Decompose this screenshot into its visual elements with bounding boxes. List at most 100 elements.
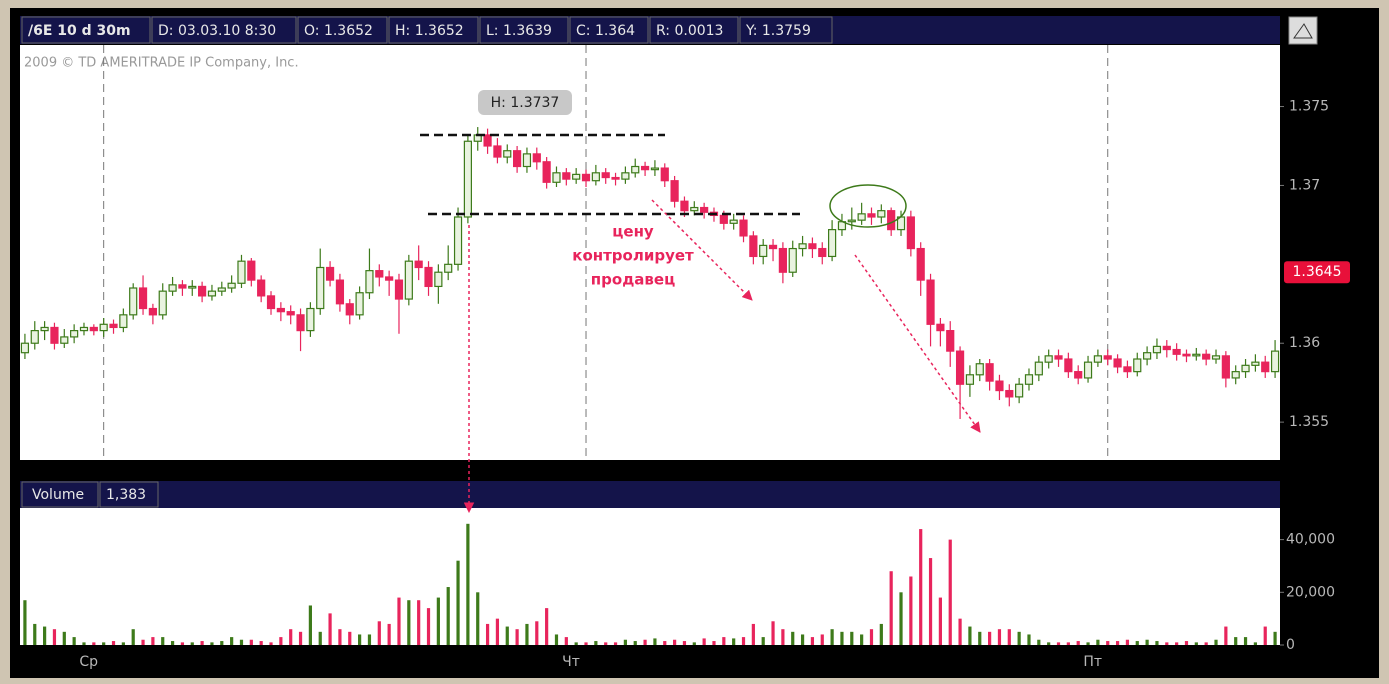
candle-body xyxy=(631,165,640,174)
volume-bar xyxy=(1263,626,1267,645)
candle-body xyxy=(965,374,975,385)
volume-bar xyxy=(751,623,755,645)
volume-bar xyxy=(771,621,775,645)
volume-bar xyxy=(417,600,421,645)
candle-body xyxy=(394,279,404,300)
candle-body xyxy=(257,279,266,297)
volume-bar xyxy=(210,642,214,645)
candle-body xyxy=(138,287,148,310)
volume-bar xyxy=(919,529,923,645)
annotation: цену xyxy=(612,223,654,241)
x-tick-label: Чт xyxy=(562,654,580,670)
volume-bar xyxy=(358,634,362,645)
volume-bar xyxy=(111,641,116,645)
candle-body xyxy=(1005,389,1014,398)
candle-body xyxy=(1182,353,1191,357)
volume-bar xyxy=(131,629,135,645)
candle-body xyxy=(1044,355,1053,363)
volume-last: 1,383 xyxy=(106,487,146,503)
price-marker xyxy=(1284,261,1350,284)
candle-body xyxy=(552,172,561,183)
candle-body xyxy=(798,243,807,250)
header-cell xyxy=(21,16,151,44)
candle-body xyxy=(1143,352,1152,360)
candle-body xyxy=(217,287,226,292)
candle-body xyxy=(70,330,79,338)
volume-bar xyxy=(702,638,706,645)
candle-body xyxy=(60,336,69,344)
x-tick-label: Ср xyxy=(79,654,98,670)
settings-icon[interactable] xyxy=(1288,16,1318,45)
candle-body xyxy=(483,134,492,147)
candle-body xyxy=(916,247,925,281)
volume-bar xyxy=(1125,639,1130,645)
volume-bar xyxy=(308,605,312,645)
volume-bar xyxy=(1155,641,1159,645)
volume-bar xyxy=(1224,626,1228,645)
volume-bar xyxy=(1007,629,1011,645)
candle-body xyxy=(316,266,325,310)
candle-body xyxy=(434,271,443,288)
candle-body xyxy=(532,153,541,163)
volume-bar xyxy=(564,637,568,645)
volume-bar xyxy=(535,621,539,645)
header-text: H: 1.3652 xyxy=(395,23,464,39)
candle-body xyxy=(99,323,108,332)
candle-body xyxy=(1113,358,1122,368)
volume-bar xyxy=(190,642,194,645)
candle-body xyxy=(355,292,364,316)
candle-body xyxy=(995,380,1004,392)
volume-bar xyxy=(741,637,746,645)
volume-bar xyxy=(623,639,627,645)
volume-bar xyxy=(938,597,942,645)
volume-bar xyxy=(909,576,913,645)
volume-bar xyxy=(1115,641,1120,645)
volume-bar xyxy=(948,539,952,645)
header-text: O: 1.3652 xyxy=(304,23,373,39)
candle-body xyxy=(955,350,965,385)
volume-bar xyxy=(239,639,244,645)
candle-body xyxy=(1211,355,1221,360)
volume-bar xyxy=(230,637,234,645)
candle-body xyxy=(345,303,354,316)
candle-body xyxy=(1093,355,1102,363)
candle-body xyxy=(1241,364,1250,373)
header-text: L: 1.3639 xyxy=(486,23,552,39)
volume-bar xyxy=(338,629,342,645)
candle-body xyxy=(1064,358,1073,373)
candle-body xyxy=(40,326,49,332)
volume-bar xyxy=(988,631,992,645)
candle-body xyxy=(700,206,709,213)
volume-bar xyxy=(761,637,765,645)
candle-body xyxy=(906,216,915,250)
candle-body xyxy=(936,323,945,332)
volume-bar xyxy=(170,641,175,645)
candle-body xyxy=(296,314,305,332)
candle-body xyxy=(926,279,935,325)
price-marker-label: 1.3645 xyxy=(1293,264,1342,280)
candle-body xyxy=(335,279,345,305)
volume-bar xyxy=(673,639,677,645)
volume-bar xyxy=(820,634,824,645)
candle-body xyxy=(1083,361,1093,379)
volume-bar xyxy=(860,634,864,645)
volume-title: Volume xyxy=(32,487,84,503)
highlight-ellipse xyxy=(829,184,907,228)
volume-bar xyxy=(1066,642,1070,645)
candle-body xyxy=(493,145,502,158)
candle-body xyxy=(503,150,512,158)
candle-body xyxy=(276,307,285,313)
candle-body xyxy=(640,165,650,171)
candle-body xyxy=(847,219,856,223)
copyright: 2009 © TD AMERITRADE IP Company, Inc. xyxy=(24,56,299,71)
candle-body xyxy=(739,219,748,237)
volume-bar xyxy=(102,642,106,645)
volume-bar xyxy=(180,642,185,645)
header-text: D: 03.03.10 8:30 xyxy=(158,23,276,39)
volume-bar xyxy=(830,629,834,645)
candle-body xyxy=(1192,353,1201,357)
arrow xyxy=(854,254,981,433)
candle-body xyxy=(513,150,522,168)
